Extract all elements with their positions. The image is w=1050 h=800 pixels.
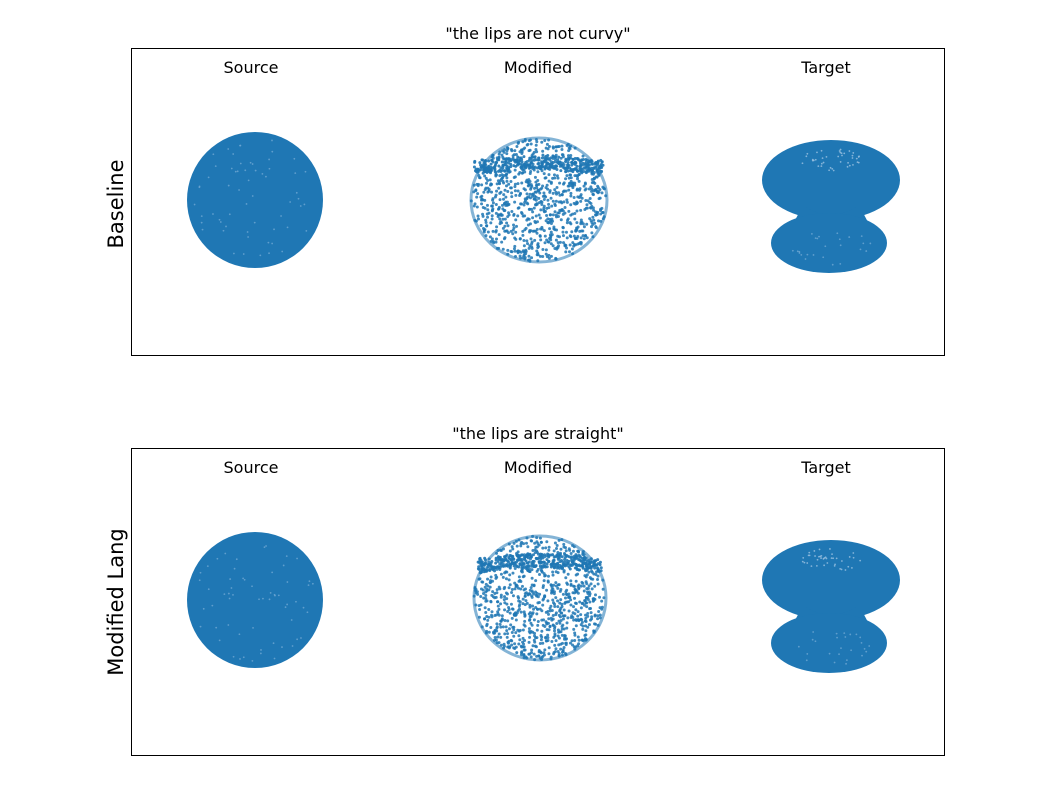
panel-2-modified-cloud bbox=[472, 534, 608, 662]
panel-2-point-clouds bbox=[187, 532, 900, 673]
panel-2-col-target: Target bbox=[801, 458, 851, 477]
panel-1-source-cloud bbox=[187, 132, 323, 268]
panel-1-row-label: Baseline bbox=[104, 159, 128, 249]
panel-1-point-clouds bbox=[187, 132, 900, 273]
panel-1-modified-cloud bbox=[469, 136, 609, 264]
panel-1-title: "the lips are not curvy" bbox=[445, 24, 631, 43]
panel-1-col-source: Source bbox=[223, 58, 279, 77]
panel-1-col-modified: Modified bbox=[503, 58, 573, 77]
panel-2-source-cloud bbox=[187, 532, 323, 668]
panel-2-col-modified: Modified bbox=[503, 458, 573, 477]
panel-2-title: "the lips are straight" bbox=[452, 424, 624, 443]
panel-2-col-source: Source bbox=[223, 458, 279, 477]
panel-2-row-label: Modified Lang bbox=[104, 528, 128, 676]
panel-2-target-cloud bbox=[762, 540, 900, 673]
panel-1-target-cloud bbox=[762, 140, 900, 273]
panel-1-col-target: Target bbox=[801, 58, 851, 77]
